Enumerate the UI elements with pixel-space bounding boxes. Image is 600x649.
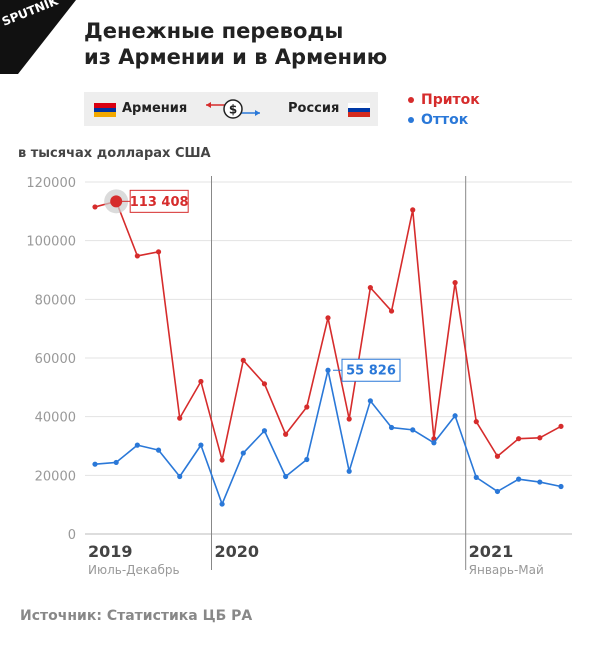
annotation-box: [129, 189, 189, 213]
y-tick-label: 80000: [35, 293, 76, 308]
outflow-point: [198, 442, 204, 448]
legend-item-outflow: Отток: [408, 110, 480, 130]
outflow-point: [92, 461, 98, 467]
chart-title: Денежные переводы из Армении и в Армению: [84, 18, 484, 70]
inflow-point: [155, 249, 162, 255]
inflow-point: [261, 381, 268, 387]
outflow-point: [134, 442, 140, 448]
outflow-point: [367, 398, 373, 404]
annotation-label: 113 408: [130, 195, 189, 210]
y-tick-label: 120000: [26, 176, 76, 191]
flag-bar-right-label: Россия: [288, 101, 340, 116]
legend: Приток Отток: [408, 90, 480, 130]
outflow-point: [388, 424, 395, 431]
inflow-point: [537, 435, 543, 441]
sputnik-logo: SPUTNIK: [0, 0, 76, 74]
y-tick-label: 60000: [35, 352, 76, 367]
outflow-point: [473, 474, 479, 480]
inflow-point: [473, 419, 479, 425]
highlight-point: [110, 195, 123, 208]
annotation-label: 55 826: [346, 364, 396, 379]
inflow-point: [558, 423, 564, 429]
outflow-point: [261, 428, 268, 434]
units-label: в тысячах долларах США: [18, 146, 211, 161]
inflow-point: [177, 415, 183, 421]
armenia-flag-icon: [94, 103, 116, 117]
inflow-point: [410, 207, 416, 213]
outflow-point: [240, 450, 246, 456]
legend-dot-outflow: [408, 117, 414, 123]
flag-bar-left-label: Армения: [122, 101, 188, 116]
outflow-line: [94, 369, 562, 505]
outflow-point: [558, 483, 564, 490]
outflow-point: [537, 479, 543, 485]
y-tick-label: 20000: [35, 469, 76, 484]
outflow-point: [452, 413, 458, 419]
inflow-line: [94, 200, 562, 461]
inflow-point: [134, 253, 140, 259]
russia-flag-icon: [348, 103, 370, 117]
line-chart: 0 20000 40000 60000 80000 100000 120000 2019 Июл…: [26, 176, 572, 577]
y-tick-label: 0: [68, 528, 76, 543]
annotation-box: [341, 358, 401, 382]
inflow-point: [367, 285, 373, 291]
source-note: Источник: Статистика ЦБ РА: [20, 608, 253, 624]
outflow-point: [219, 501, 225, 507]
flag-bar: Армения $ Россия: [84, 92, 378, 126]
inflow-point: [325, 315, 331, 321]
period-sub-label: Январь-Май: [469, 563, 544, 577]
y-tick-label: 100000: [26, 235, 76, 250]
inflow-point: [516, 436, 522, 442]
outflow-point: [494, 488, 501, 495]
outflow-point: [325, 367, 331, 373]
inflow-point: [240, 357, 246, 363]
outflow-point: [177, 473, 183, 480]
legend-label-inflow: Приток: [421, 92, 480, 108]
inflow-point: [92, 204, 98, 210]
period-year-label: 2021: [469, 542, 514, 561]
money-transfer-icon: $: [206, 99, 260, 119]
outflow-point: [346, 468, 352, 474]
inflow-point: [494, 453, 501, 459]
inflow-point: [219, 457, 225, 463]
inflow-point: [304, 404, 310, 410]
svg-text:$: $: [229, 103, 237, 117]
outflow-point: [283, 473, 289, 480]
outflow-point: [304, 456, 310, 463]
inflow-point: [283, 431, 289, 437]
legend-dot-inflow: [408, 97, 414, 103]
legend-label-outflow: Отток: [421, 112, 469, 128]
outflow-point: [516, 476, 522, 482]
legend-item-inflow: Приток: [408, 90, 480, 110]
outflow-point: [113, 459, 119, 466]
period-sub-label: Июль-Декабрь: [88, 563, 180, 577]
inflow-point: [198, 378, 204, 385]
period-year-label: 2020: [215, 542, 260, 561]
period-year-label: 2019: [88, 542, 133, 561]
title-line-2: из Армении и в Армению: [84, 45, 388, 69]
y-tick-label: 40000: [35, 411, 76, 426]
outflow-point: [410, 427, 416, 433]
outflow-point: [155, 447, 162, 453]
inflow-point: [388, 308, 395, 314]
inflow-point: [346, 416, 352, 422]
outflow-point: [431, 440, 437, 446]
title-line-1: Денежные переводы: [84, 19, 344, 43]
inflow-point: [452, 280, 458, 286]
